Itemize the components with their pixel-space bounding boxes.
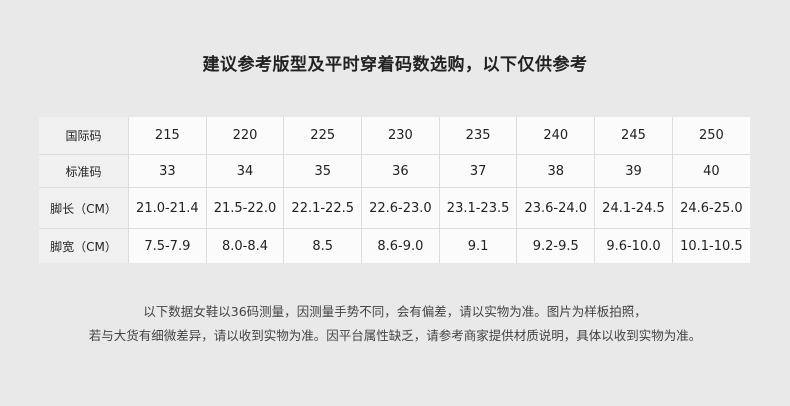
table-cell: 24.6-25.0: [671, 187, 750, 229]
table-cell: 250: [671, 117, 750, 155]
table-cell: 34: [205, 154, 284, 188]
table-cell: 8.0-8.4: [205, 228, 284, 263]
table-cell: 23.1-23.5: [438, 187, 517, 229]
table-cell: 235: [438, 117, 517, 155]
table-cell: 9.1: [438, 228, 517, 263]
international-size-row: 国际码 215 220 225 230 235 240 245 250: [39, 117, 750, 155]
foot-width-row: 脚宽（CM） 7.5-7.9 8.0-8.4 8.5 8.6-9.0 9.1 9.2-9.5…: [39, 228, 750, 263]
table-cell: 33: [128, 154, 207, 188]
row-label: 脚宽（CM）: [39, 228, 129, 263]
table-cell: 36: [361, 154, 440, 188]
table-cell: 24.1-24.5: [594, 187, 673, 229]
row-label: 脚长（CM）: [39, 187, 129, 229]
table-cell: 8.5: [283, 228, 362, 263]
table-cell: 39: [594, 154, 673, 188]
note-line-2: 若与大货有细微差异，请以收到实物为准。因平台属性缺乏，请参考商家提供材质说明，具…: [88, 328, 702, 343]
table-cell: 240: [516, 117, 595, 155]
table-cell: 220: [205, 117, 284, 155]
table-cell: 22.6-23.0: [361, 187, 440, 229]
table-cell: 10.1-10.5: [671, 228, 750, 263]
table-cell: 40: [671, 154, 750, 188]
size-chart-table: 国际码 215 220 225 230 235 240 245 250 标准码 33 34 35 36 37…: [39, 117, 750, 263]
note-line-1: 以下数据女鞋以36码测量，因测量手势不同，会有偏差，请以实物为准。图片为样板拍照…: [143, 304, 647, 319]
table-cell: 225: [283, 117, 362, 155]
table-cell: 8.6-9.0: [361, 228, 440, 263]
table-cell: 7.5-7.9: [128, 228, 207, 263]
table-cell: 245: [594, 117, 673, 155]
table-cell: 23.6-24.0: [516, 187, 595, 229]
table-cell: 38: [516, 154, 595, 188]
foot-length-row: 脚长（CM） 21.0-21.4 21.5-22.0 22.1-22.5 22.6-23…: [39, 187, 750, 229]
table-cell: 230: [361, 117, 440, 155]
page-title: 建议参考版型及平时穿着码数选购，以下仅供参考: [202, 55, 588, 75]
table-cell: 21.5-22.0: [205, 187, 284, 229]
standard-size-row: 标准码 33 34 35 36 37 38 39 40: [39, 154, 750, 188]
table-cell: 9.2-9.5: [516, 228, 595, 263]
row-label: 标准码: [39, 154, 129, 188]
table-cell: 35: [283, 154, 362, 188]
table-cell: 9.6-10.0: [594, 228, 673, 263]
table-cell: 21.0-21.4: [128, 187, 207, 229]
row-label: 国际码: [39, 117, 129, 155]
table-cell: 37: [438, 154, 517, 188]
table-cell: 215: [128, 117, 207, 155]
table-cell: 22.1-22.5: [283, 187, 362, 229]
